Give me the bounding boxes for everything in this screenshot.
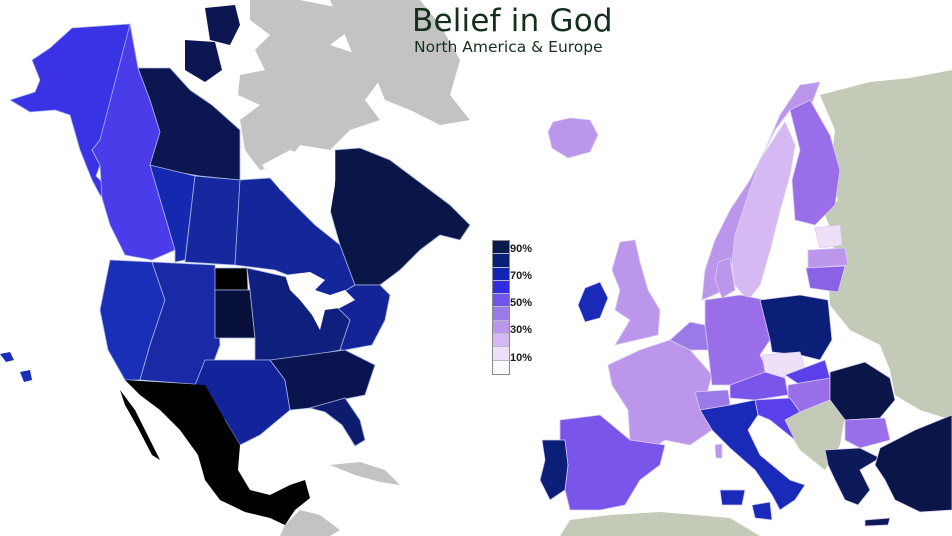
legend-label-10: 10% — [510, 352, 533, 364]
region-hungary — [787, 377, 831, 413]
map-subtitle: North America & Europe — [414, 38, 603, 56]
central-america — [280, 510, 340, 536]
map-title: Belief in God — [412, 3, 613, 39]
legend-color-bar — [492, 240, 510, 375]
legend-swatch — [493, 241, 509, 255]
north-america-map — [0, 0, 471, 536]
region-latvia — [807, 247, 849, 269]
legend-swatch — [493, 347, 509, 361]
region-portugal — [539, 439, 569, 501]
arctic-archipelago — [238, 0, 380, 170]
legend-swatch — [493, 320, 509, 335]
cuba — [330, 462, 400, 485]
region-italy — [699, 399, 806, 521]
region-bulgaria — [844, 417, 891, 449]
great-lakes — [285, 272, 355, 330]
region-quebec-atlantic — [329, 147, 471, 286]
baffin-island — [330, 0, 470, 125]
legend-label-30: 30% — [510, 324, 533, 336]
region-north-dakota — [214, 267, 249, 291]
region-south-dakota-nebraska — [214, 289, 256, 339]
region-corsica — [714, 443, 723, 459]
legend-swatch — [493, 280, 509, 295]
legend-label-50: 50% — [510, 297, 533, 309]
legend-swatch — [493, 254, 509, 268]
region-sweden — [731, 121, 796, 301]
legend-swatch — [493, 307, 509, 321]
nunavut-islands — [185, 5, 240, 82]
region-florida — [309, 397, 366, 447]
legend-swatch — [493, 267, 509, 281]
region-greece — [824, 447, 891, 527]
region-mexico — [120, 380, 310, 525]
north-africa — [560, 512, 760, 536]
russia-east — [820, 70, 952, 420]
legend-label-70: 70% — [510, 270, 533, 282]
region-lithuania — [805, 265, 846, 293]
region-turkey — [874, 414, 952, 513]
region-estonia — [814, 224, 843, 249]
region-poland — [759, 294, 833, 361]
region-denmark — [714, 257, 736, 299]
region-finland — [789, 99, 841, 226]
legend-swatch — [493, 294, 509, 308]
title-block: Belief in God North America & Europe — [412, 4, 652, 56]
region-saskatchewan — [184, 175, 241, 266]
legend-label-90: 90% — [510, 243, 533, 255]
region-ireland — [577, 281, 609, 323]
region-romania — [829, 361, 896, 421]
region-iceland — [547, 117, 599, 159]
europe-map — [539, 70, 952, 536]
hudson-bay — [262, 150, 335, 222]
legend-swatch — [493, 360, 509, 374]
region-croatia — [754, 397, 801, 441]
region-alberta — [149, 164, 196, 263]
region-united-kingdom — [611, 239, 661, 346]
legend-swatch — [493, 334, 509, 348]
hawaii — [0, 352, 32, 382]
